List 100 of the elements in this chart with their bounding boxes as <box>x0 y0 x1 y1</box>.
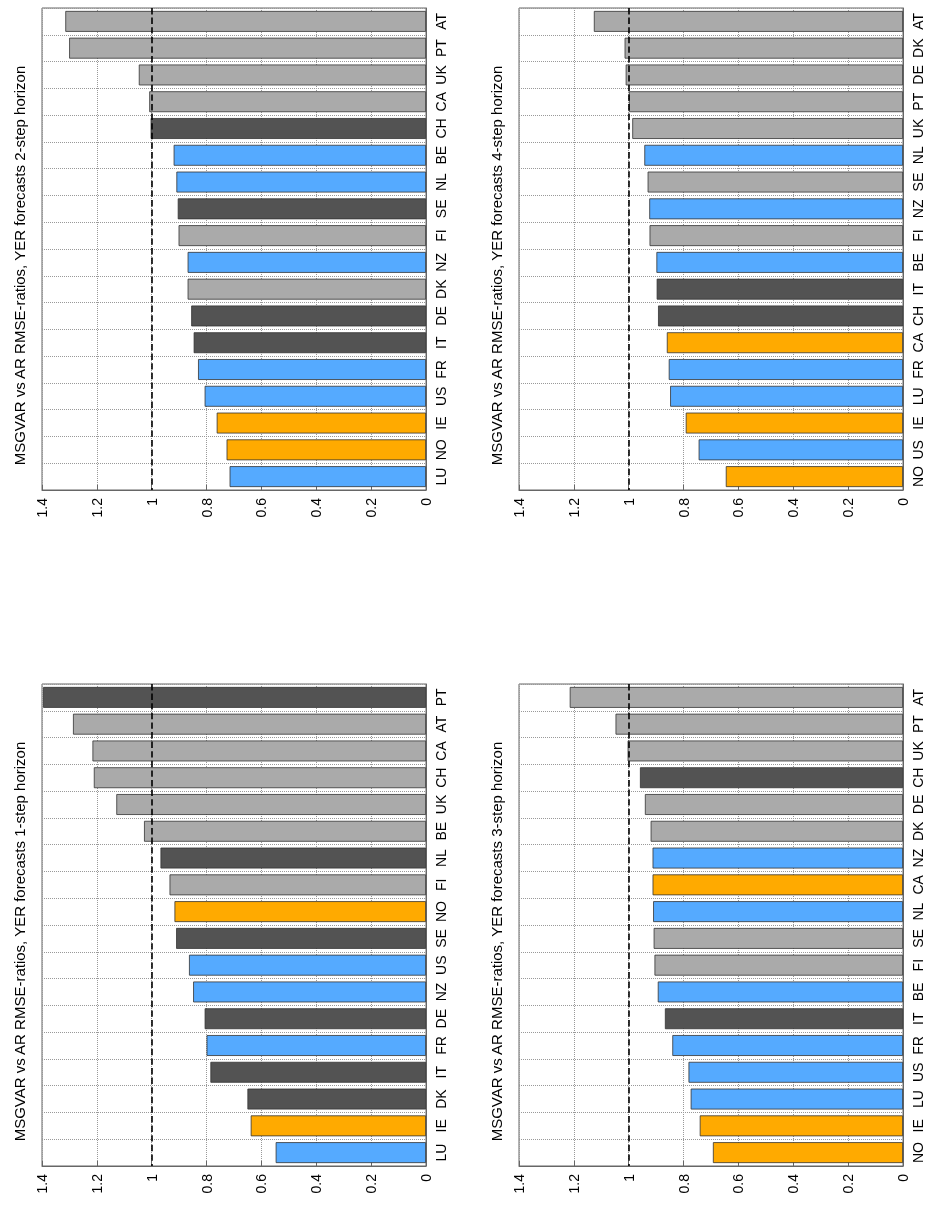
bar <box>189 954 426 976</box>
bar <box>690 1088 903 1110</box>
bar <box>65 10 426 32</box>
y-tick-label: US <box>433 955 449 975</box>
x-tick-label: 0.4 <box>308 1173 325 1194</box>
bar <box>639 767 903 789</box>
bar <box>193 981 426 1003</box>
x-tick-label: 1.2 <box>88 497 105 518</box>
bar <box>615 713 903 735</box>
y-tick-label: NL <box>910 146 926 165</box>
bar <box>226 439 426 461</box>
bar <box>204 1008 426 1030</box>
y-tick-label: AT <box>433 12 449 30</box>
x-tick-label: 0.6 <box>730 497 747 518</box>
y-tick-label: NZ <box>433 982 449 1002</box>
x-tick-label: 0.4 <box>785 497 802 518</box>
bar <box>649 198 903 220</box>
bar <box>144 820 426 842</box>
bar <box>176 171 426 193</box>
bar <box>652 874 903 896</box>
bar <box>204 385 426 407</box>
bar <box>593 10 903 32</box>
text: MSGVAR vs AR RMSE-ratios, YER forecasts 3-step horizon <box>488 741 505 1142</box>
y-tick-label: NL <box>910 902 926 921</box>
x-tick-label: 0 <box>895 497 911 506</box>
bar <box>657 981 903 1003</box>
x-tick-label: 1.4 <box>34 1173 50 1194</box>
bar <box>654 954 903 976</box>
bar <box>150 118 426 139</box>
bar <box>670 385 903 407</box>
y-tick-label: SE <box>433 929 449 948</box>
y-tick-label: FR <box>433 360 449 379</box>
bar <box>177 198 426 220</box>
y-tick-label: PT <box>433 688 449 707</box>
bar <box>650 820 903 842</box>
y-tick-label: NO <box>433 901 449 923</box>
y-tick-label: CH <box>910 767 926 788</box>
x-tick-label: 0.8 <box>675 497 692 518</box>
bar <box>658 305 903 327</box>
bar <box>206 1035 426 1056</box>
y-tick-label: US <box>910 1062 926 1082</box>
y-tick-label: NO <box>910 1142 926 1164</box>
bar <box>216 412 426 434</box>
y-tick-label: BE <box>433 821 449 841</box>
y-tick-label: IT <box>910 1012 926 1025</box>
y-tick-label: DE <box>433 1009 449 1029</box>
y-tick-label: FI <box>433 878 449 892</box>
y-tick-label: DE <box>433 306 449 326</box>
y-tick-label: AT <box>910 12 926 30</box>
y-tick-label: FR <box>433 1036 449 1055</box>
text: MSGVAR vs AR RMSE-ratios, YER forecasts 4-step horizon <box>488 65 505 466</box>
bar <box>699 1115 903 1137</box>
y-tick-label: NL <box>433 172 449 192</box>
y-tick-label: FR <box>910 1036 926 1055</box>
y-tick-label: NZ <box>910 848 926 868</box>
y-tick-label: NZ <box>910 199 926 219</box>
x-tick-label: 1 <box>143 497 160 506</box>
bar <box>169 874 426 896</box>
y-tick-label: LU <box>910 387 926 406</box>
y-tick-label: CH <box>433 118 449 139</box>
y-tick-label: DK <box>433 278 449 299</box>
bar <box>632 118 903 139</box>
text: MSGVAR vs AR RMSE-ratios, YER forecasts 1-step horizon <box>11 741 28 1142</box>
bar <box>275 1142 426 1164</box>
x-tick-label: 0.4 <box>308 497 325 518</box>
y-tick-label: CA <box>910 332 926 353</box>
x-tick-label: 0 <box>895 1173 911 1182</box>
bar <box>229 466 426 488</box>
x-tick-label: 0.4 <box>785 1173 802 1194</box>
bar <box>653 927 903 949</box>
bar <box>698 439 903 461</box>
bar <box>173 144 426 166</box>
y-tick-label: CA <box>433 740 449 761</box>
y-tick-label: NO <box>433 439 449 461</box>
x-tick-label: 1.4 <box>511 497 527 518</box>
y-tick-label: IT <box>433 1065 449 1079</box>
y-tick-label: UK <box>910 118 926 139</box>
y-tick-label: FI <box>910 958 926 972</box>
y-tick-label: FI <box>433 229 449 242</box>
y-tick-label: LU <box>910 1090 926 1109</box>
bar <box>176 927 426 949</box>
y-tick-label: PT <box>433 38 449 58</box>
text: MSGVAR vs AR RMSE-ratios, YER forecasts 2-step horizon <box>11 65 28 466</box>
y-tick-label: DK <box>910 37 926 58</box>
bar <box>652 847 903 869</box>
bar <box>688 1061 903 1083</box>
bar <box>712 1142 903 1164</box>
x-tick-label: 1.4 <box>34 497 50 518</box>
bar <box>725 466 903 488</box>
y-tick-label: IE <box>910 1119 926 1133</box>
y-tick-label: DK <box>910 820 926 841</box>
y-tick-label: CA <box>910 874 926 895</box>
bar <box>668 359 903 380</box>
bar <box>210 1061 426 1083</box>
x-tick-label: 0.8 <box>198 497 215 518</box>
bar <box>198 359 426 380</box>
y-tick-label: CA <box>433 91 449 112</box>
bar <box>647 171 903 193</box>
x-tick-label: 0.2 <box>363 1173 380 1194</box>
bar <box>685 412 903 434</box>
